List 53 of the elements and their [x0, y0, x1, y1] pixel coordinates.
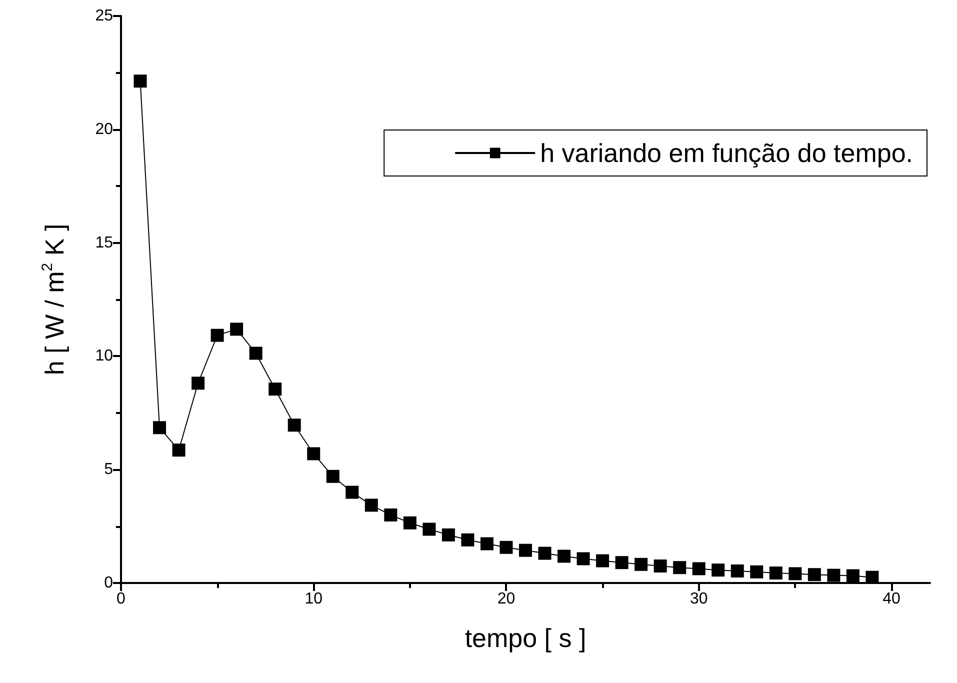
- point: [730, 564, 744, 578]
- point: [866, 570, 879, 584]
- point: [846, 569, 860, 582]
- point: [538, 546, 552, 560]
- y-tick-label: 10: [95, 348, 114, 365]
- y-tick-label: 0: [104, 574, 114, 592]
- point: [192, 376, 205, 390]
- point: [827, 568, 840, 582]
- point: [153, 421, 166, 434]
- point: [172, 444, 186, 457]
- point: [249, 346, 262, 360]
- x-tick-label: 10: [304, 590, 323, 608]
- point: [134, 74, 147, 88]
- point: [692, 562, 706, 576]
- point: [442, 528, 455, 542]
- point: [712, 564, 725, 577]
- point: [788, 567, 802, 580]
- x-tick-label: 40: [882, 590, 900, 608]
- point: [210, 328, 224, 342]
- point: [634, 558, 648, 571]
- y-tick-label: 15: [95, 234, 114, 252]
- point: [596, 554, 610, 568]
- y-tick-label: 25: [95, 8, 114, 24]
- point: [461, 533, 474, 546]
- point: [268, 382, 282, 396]
- x-tick-label: 0: [116, 590, 126, 608]
- point: [346, 486, 359, 499]
- point: [519, 544, 532, 557]
- point: [500, 540, 513, 554]
- legend-label: h variando em função do tempo.: [540, 138, 914, 168]
- x-tick-label: 30: [690, 590, 708, 608]
- point: [769, 566, 782, 580]
- point: [326, 470, 340, 483]
- x-tick-label: 20: [497, 590, 516, 608]
- point: [403, 516, 416, 530]
- y-axis-title: h [ W / m2 K ]: [39, 224, 70, 376]
- point: [288, 418, 301, 432]
- y-tick-label: 20: [95, 120, 114, 138]
- point: [558, 550, 571, 563]
- point: [480, 537, 494, 550]
- point: [673, 561, 686, 574]
- point: [654, 559, 667, 572]
- point: [808, 568, 821, 582]
- point: [750, 565, 764, 578]
- point: [230, 322, 244, 336]
- point: [615, 556, 628, 570]
- point: [576, 552, 590, 566]
- point: [422, 522, 436, 536]
- point: [307, 447, 320, 460]
- y-tick-label: 5: [104, 461, 114, 478]
- x-axis-title: tempo [ s ]: [464, 623, 586, 653]
- point: [384, 508, 398, 522]
- point: [364, 498, 378, 512]
